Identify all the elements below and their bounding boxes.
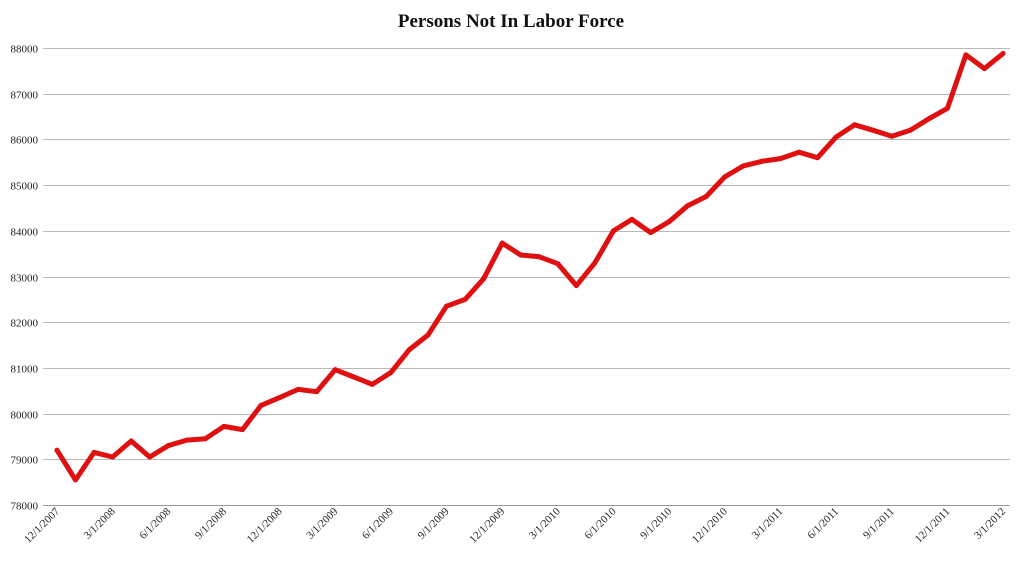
y-tick-label: 87000	[11, 90, 39, 102]
data-point	[852, 122, 858, 128]
x-tick-label: 3/1/2008	[82, 505, 118, 541]
y-tick-label: 83000	[11, 273, 39, 285]
data-point	[295, 386, 301, 392]
data-point	[406, 347, 412, 353]
data-point	[740, 163, 746, 169]
data-point	[518, 252, 524, 258]
x-tick-label: 3/1/2012	[972, 506, 1008, 542]
data-point	[777, 156, 783, 162]
y-axis-ticks: 78000 79000 80000 81000 82000 83000 84000 85000…	[11, 44, 39, 513]
data-point	[147, 454, 153, 460]
y-tick-label: 79000	[11, 455, 39, 467]
x-tick-label: 6/1/2011	[805, 506, 841, 542]
data-point	[462, 296, 468, 302]
y-tick-label: 80000	[11, 410, 39, 422]
data-point	[907, 127, 913, 133]
data-point	[314, 389, 320, 395]
data-point	[611, 228, 616, 234]
data-point	[833, 134, 839, 140]
x-tick-label: 3/1/2009	[304, 505, 340, 541]
data-point	[110, 454, 116, 460]
data-point	[648, 230, 654, 236]
data-point	[759, 158, 765, 164]
y-tick-label: 85000	[11, 181, 39, 193]
y-tick-label: 81000	[11, 364, 39, 376]
series-line	[54, 51, 1006, 483]
x-tick-label: 9/1/2008	[193, 505, 229, 541]
data-point	[703, 194, 709, 199]
x-tick-label: 9/1/2011	[861, 506, 897, 542]
data-point	[128, 438, 134, 444]
x-tick-label: 12/1/2011	[913, 506, 953, 546]
x-axis-ticks: 12/1/2007 3/1/2008 6/1/2008 9/1/2008 12/1/20…	[22, 505, 1008, 545]
data-point	[666, 219, 672, 225]
x-tick-label: 3/1/2010	[527, 505, 563, 541]
x-tick-label: 12/1/2009	[467, 505, 507, 545]
x-tick-label: 6/1/2008	[137, 505, 173, 541]
data-point	[369, 381, 375, 387]
data-point	[889, 133, 895, 139]
data-point	[221, 423, 227, 429]
data-point	[685, 203, 691, 209]
y-tick-label: 86000	[11, 135, 39, 147]
y-tick-label: 78000	[11, 501, 39, 513]
data-point	[592, 260, 598, 266]
x-tick-label: 9/1/2010	[638, 505, 674, 541]
x-tick-label: 6/1/2010	[582, 505, 618, 541]
data-point	[73, 477, 78, 483]
data-point	[258, 402, 264, 408]
data-point	[870, 127, 876, 133]
y-tick-label: 84000	[11, 227, 39, 239]
x-tick-label: 6/1/2009	[360, 505, 396, 541]
data-point	[332, 367, 338, 373]
y-tick-label: 88000	[11, 44, 39, 56]
data-point	[277, 395, 283, 401]
data-point	[944, 105, 950, 111]
data-point	[926, 116, 932, 122]
data-point	[815, 155, 820, 161]
data-point	[982, 66, 987, 72]
data-point	[963, 52, 969, 58]
x-tick-label: 12/1/2008	[245, 505, 285, 545]
data-point	[481, 276, 487, 282]
data-point	[91, 449, 97, 455]
x-tick-label: 3/1/2011	[750, 506, 786, 542]
x-tick-label: 12/1/2010	[690, 505, 730, 545]
data-point	[1000, 51, 1006, 56]
series-layer	[54, 51, 1006, 483]
chart-title: Persons Not In Labor Force	[398, 11, 624, 32]
data-point	[499, 240, 505, 246]
data-point	[165, 443, 171, 449]
x-tick-label: 9/1/2009	[415, 505, 451, 541]
data-point	[351, 374, 357, 380]
data-point	[184, 437, 190, 443]
data-point	[425, 332, 431, 338]
data-point	[536, 254, 542, 260]
data-point	[629, 216, 635, 222]
data-point	[444, 303, 449, 309]
data-point	[573, 283, 579, 289]
data-point	[388, 370, 394, 375]
y-tick-label: 82000	[11, 318, 39, 330]
data-point	[555, 261, 561, 267]
data-point	[54, 447, 60, 453]
grid-lines	[43, 48, 1010, 506]
data-point	[722, 174, 728, 180]
data-point	[202, 436, 208, 442]
data-point	[796, 149, 802, 155]
data-point	[240, 427, 245, 433]
